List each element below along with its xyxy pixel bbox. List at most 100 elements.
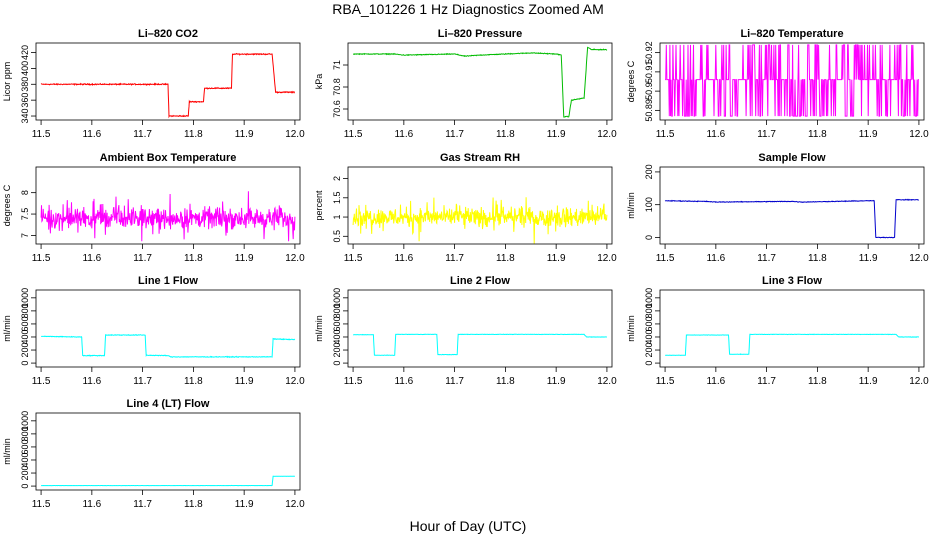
y-tick-label: 0 [20,361,30,366]
chart-panel-10: Line 4 (LT) Flow ml/min 11.5 11.6 11.7 11.8 11… [2,398,305,510]
series-line [40,333,296,359]
x-tick-label: 12.0 [285,376,305,387]
y-tick-label: 1000 [644,288,654,308]
chart-panel-3: Li–820 Temperature degrees C 11.5 11.6 11.7 1… [626,28,929,140]
panel-title: Line 3 Flow [762,275,822,287]
series-line [352,197,608,244]
chart-panel-7: Line 1 Flow ml/min 11.5 11.6 11.7 11.8 11.9 12.… [2,275,305,387]
y-axis-label: Licor ppm [2,62,12,102]
x-tick-label: 12.0 [285,253,305,264]
x-tick-label: 11.9 [859,376,878,387]
x-tick-label: 11.8 [496,253,515,264]
plot-frame [347,166,613,245]
y-tick-label: 1000 [20,411,30,431]
y-tick-label: 0.5 [332,230,342,243]
figure-title: RBA_101226 1 Hz Diagnostics Zoomed AM [332,1,604,17]
plot-frame [347,42,613,121]
y-tick-label: 7 [20,233,30,238]
panel-title: Line 2 Flow [450,275,510,287]
x-tick-label: 11.5 [344,129,363,140]
y-axis-label: kPa [314,74,324,90]
y-axis-label: degrees C [626,60,636,102]
x-tick-label: 12.0 [285,499,305,510]
y-tick-label: 600 [20,316,30,331]
y-tick-label: 800 [20,426,30,441]
series-line [664,198,920,239]
x-tick-label: 11.7 [445,253,464,264]
series-line [40,191,296,242]
panel-title: Line 4 (LT) Flow [127,398,210,410]
chart-panel-1: Li–820 CO2 Licor ppm 11.5 11.6 11.7 11.8 11.9 1… [2,28,305,140]
y-tick-label: 400 [20,452,30,467]
x-tick-label: 11.5 [344,253,363,264]
y-tick-label: 200 [20,343,30,358]
series-line [352,333,607,357]
y-tick-label: 200 [20,466,30,481]
y-tick-label: 600 [20,439,30,454]
x-tick-label: 11.6 [706,129,725,140]
y-tick-label: 1 [332,215,342,220]
x-tick-label: 11.9 [859,129,878,140]
x-tick-label: 11.9 [859,253,878,264]
x-tick-label: 11.8 [808,253,827,264]
x-tick-label: 11.5 [656,253,675,264]
plot-frame [35,289,301,368]
y-tick-label: 360 [20,93,30,108]
y-tick-label: 400 [20,61,30,76]
y-tick-label: 100 [644,197,654,212]
x-tick-label: 11.5 [32,376,51,387]
x-tick-label: 11.7 [133,376,152,387]
x-tick-label: 11.7 [445,129,464,140]
x-tick-label: 12.0 [597,253,617,264]
y-tick-label: 800 [644,303,654,318]
y-tick-label: 50.89 [644,99,654,122]
x-tick-label: 11.6 [82,129,101,140]
y-tick-label: 50.9 [644,82,654,100]
series-line [352,46,608,118]
x-tick-label: 12.0 [909,253,929,264]
y-tick-label: 600 [332,316,342,331]
y-tick-label: 800 [20,303,30,318]
y-tick-label: 0 [20,484,30,489]
panel-title: Line 1 Flow [138,275,198,287]
y-tick-label: 71 [332,60,342,70]
x-tick-label: 11.6 [706,376,725,387]
x-tick-label: 11.6 [82,253,101,264]
x-tick-label: 11.5 [32,129,51,140]
y-tick-label: 400 [20,329,30,344]
x-tick-label: 12.0 [597,376,617,387]
y-tick-label: 200 [644,164,654,179]
x-tick-label: 11.8 [808,129,827,140]
x-tick-label: 11.6 [82,499,101,510]
panel-title: Li–820 CO2 [138,28,198,40]
chart-panel-8: Line 2 Flow ml/min 11.5 11.6 11.7 11.8 11.9 12.… [314,275,617,387]
y-tick-label: 0 [332,361,342,366]
panel-title: Gas Stream RH [440,152,520,164]
chart-panel-9: Line 3 Flow ml/min 11.5 11.6 11.7 11.8 11.9 12.… [626,275,929,387]
y-tick-label: 7.5 [20,208,30,221]
x-tick-label: 11.5 [656,129,675,140]
x-tick-label: 12.0 [909,376,929,387]
y-tick-label: 1000 [332,288,342,308]
y-axis-label: ml/min [2,438,12,465]
y-tick-label: 400 [332,329,342,344]
y-axis-label: ml/min [626,315,636,342]
y-tick-label: 70.6 [332,100,342,118]
x-tick-label: 11.6 [394,376,413,387]
series-line [664,333,919,357]
y-axis-label: ml/min [314,315,324,342]
x-tick-label: 11.7 [757,253,776,264]
chart-panel-2: Li–820 Pressure kPa 11.5 11.6 11.7 11.8 11.9 12… [314,28,617,140]
x-tick-label: 11.9 [547,253,566,264]
plot-frame [35,166,301,245]
y-tick-label: 400 [644,329,654,344]
y-axis-label: percent [314,190,324,221]
y-tick-label: 1000 [20,288,30,308]
x-tick-label: 11.9 [235,129,254,140]
series-line [665,44,919,117]
y-tick-label: 800 [332,303,342,318]
x-tick-label: 11.9 [235,499,254,510]
x-tick-label: 11.9 [235,253,254,264]
x-tick-label: 11.7 [133,253,152,264]
